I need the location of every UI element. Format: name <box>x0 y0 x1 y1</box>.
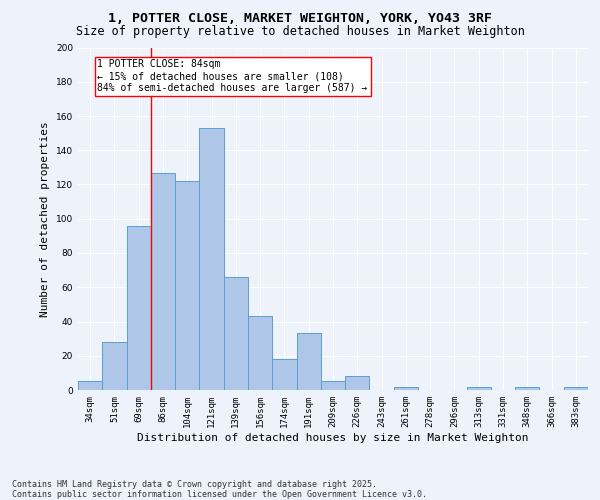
Bar <box>151 172 175 390</box>
Text: 1, POTTER CLOSE, MARKET WEIGHTON, YORK, YO43 3RF: 1, POTTER CLOSE, MARKET WEIGHTON, YORK, … <box>108 12 492 26</box>
Text: Contains HM Land Registry data © Crown copyright and database right 2025.
Contai: Contains HM Land Registry data © Crown c… <box>12 480 427 499</box>
Bar <box>78 382 102 390</box>
Bar <box>564 386 588 390</box>
Bar <box>175 181 199 390</box>
Bar <box>102 342 127 390</box>
Bar <box>296 334 321 390</box>
Bar <box>199 128 224 390</box>
Bar <box>467 386 491 390</box>
Y-axis label: Number of detached properties: Number of detached properties <box>40 121 50 316</box>
Bar <box>515 386 539 390</box>
Bar <box>272 359 296 390</box>
Bar <box>394 386 418 390</box>
Bar <box>248 316 272 390</box>
Text: Size of property relative to detached houses in Market Weighton: Size of property relative to detached ho… <box>76 25 524 38</box>
Bar <box>224 277 248 390</box>
Text: 1 POTTER CLOSE: 84sqm
← 15% of detached houses are smaller (108)
84% of semi-det: 1 POTTER CLOSE: 84sqm ← 15% of detached … <box>97 60 368 92</box>
Bar <box>127 226 151 390</box>
X-axis label: Distribution of detached houses by size in Market Weighton: Distribution of detached houses by size … <box>137 432 529 442</box>
Bar <box>321 382 345 390</box>
Bar <box>345 376 370 390</box>
